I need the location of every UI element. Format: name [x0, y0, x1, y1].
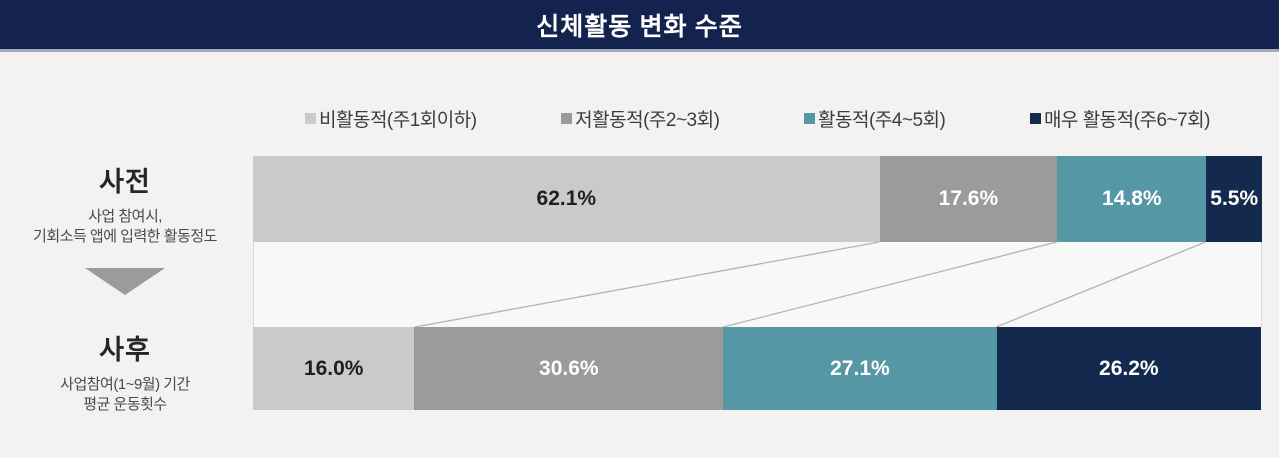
- connector-line: [415, 242, 879, 327]
- bar-segment-사전-1: 17.6%: [879, 156, 1058, 242]
- connector-lines: [254, 242, 1261, 327]
- chart-title-bar: 신체활동 변화 수준: [0, 0, 1279, 52]
- legend-swatch-icon: [1029, 112, 1041, 124]
- connector-line: [996, 242, 1205, 327]
- connector-line: [723, 242, 1056, 327]
- stacked-bar-post: 16.0% 30.6% 27.1% 26.2%: [253, 327, 1262, 410]
- bar-segment-사후-3: 26.2%: [996, 327, 1261, 410]
- legend-item-2: 활동적(주4~5회): [804, 105, 946, 132]
- bar-segment-사후-2: 27.1%: [723, 327, 997, 410]
- row-label-post: 사후 사업참여(1~9월) 기간 평균 운동횟수: [0, 328, 250, 415]
- row-subtitle-pre-line2: 기회소득 앱에 입력한 활동정도: [33, 228, 217, 245]
- bar-segment-사후-1: 30.6%: [414, 327, 724, 410]
- legend-label: 활동적(주4~5회): [818, 109, 946, 131]
- row-subtitle-post-line1: 사업참여(1~9월) 기간: [60, 376, 190, 393]
- row-subtitle-pre-line1: 사업 참여시,: [88, 208, 162, 225]
- legend-item-3: 매우 활동적(주6~7회): [1029, 105, 1211, 132]
- stacked-bar-pre: 62.1% 17.6% 14.8% 5.5%: [253, 156, 1262, 242]
- row-subtitle-pre: 사업 참여시, 기회소득 앱에 입력한 활동정도: [0, 207, 250, 247]
- bar-segment-사전-2: 14.8%: [1057, 156, 1207, 242]
- bar-segment-사전-3: 5.5%: [1206, 156, 1262, 242]
- row-title-pre: 사전: [99, 167, 151, 197]
- bar-segment-사전-0: 62.1%: [253, 156, 880, 242]
- bar-segment-사후-0: 16.0%: [253, 327, 415, 410]
- row-subtitle-post: 사업참여(1~9월) 기간 평균 운동횟수: [0, 375, 250, 415]
- connector-area: [253, 242, 1262, 327]
- legend-label: 매우 활동적(주6~7회): [1043, 109, 1211, 131]
- legend-item-1: 저활동적(주2~3회): [561, 105, 720, 132]
- row-subtitle-post-line2: 평균 운동횟수: [83, 396, 167, 413]
- legend-swatch-icon: [804, 112, 816, 124]
- row-label-pre: 사전 사업 참여시, 기회소득 앱에 입력한 활동정도: [0, 160, 250, 247]
- legend-label: 저활동적(주2~3회): [575, 109, 720, 131]
- chart-title: 신체활동 변화 수준: [536, 13, 743, 41]
- legend-swatch-icon: [561, 112, 573, 124]
- legend-label: 비활동적(주1회이하): [319, 109, 477, 131]
- row-title-post: 사후: [99, 335, 151, 365]
- legend-swatch-icon: [305, 112, 316, 124]
- chart-legend: 비활동적(주1회이하) 저활동적(주2~3회) 활동적(주4~5회) 매우 활동적(주…: [253, 103, 1262, 133]
- down-arrow-icon: [85, 268, 165, 295]
- legend-item-0: 비활동적(주1회이하): [305, 105, 477, 132]
